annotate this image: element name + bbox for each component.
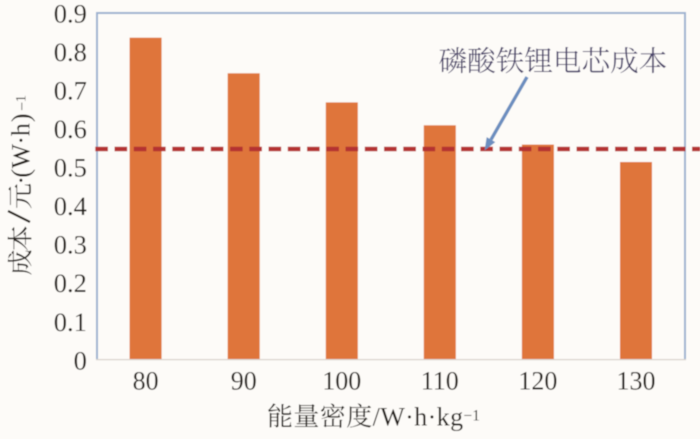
svg-text:0.3: 0.3: [54, 230, 87, 260]
svg-text:g: g: [450, 403, 463, 432]
svg-text:·: ·: [405, 403, 414, 432]
svg-text:1: 1: [472, 407, 480, 424]
svg-text:100: 100: [322, 366, 361, 395]
svg-text:0.8: 0.8: [54, 37, 87, 67]
svg-text:/: /: [373, 403, 381, 432]
svg-text:0.6: 0.6: [54, 114, 87, 144]
svg-text:120: 120: [518, 366, 557, 395]
svg-text:0: 0: [74, 345, 87, 375]
svg-text:·: ·: [428, 403, 437, 432]
svg-text:110: 110: [421, 366, 459, 395]
svg-text:0.9: 0.9: [54, 0, 87, 28]
svg-text:h: h: [7, 123, 36, 136]
svg-text:(: (: [7, 169, 36, 178]
svg-text:·: ·: [7, 176, 36, 185]
svg-text:0.2: 0.2: [54, 268, 87, 298]
svg-text:): ): [7, 113, 36, 122]
svg-text:−: −: [464, 407, 473, 424]
svg-text:W: W: [7, 144, 36, 169]
svg-text:80: 80: [133, 366, 159, 395]
svg-text:1: 1: [14, 95, 30, 102]
svg-text:–: –: [14, 102, 30, 111]
svg-text:·: ·: [7, 136, 36, 145]
svg-text:h: h: [414, 403, 427, 432]
svg-text:0.4: 0.4: [54, 191, 87, 221]
svg-text:0.1: 0.1: [54, 307, 87, 337]
svg-text:0.5: 0.5: [54, 153, 87, 183]
svg-text:90: 90: [231, 366, 257, 395]
svg-text:130: 130: [617, 366, 656, 395]
svg-text:k: k: [437, 403, 450, 432]
svg-text:0.7: 0.7: [54, 75, 87, 105]
svg-text:W: W: [380, 403, 405, 432]
